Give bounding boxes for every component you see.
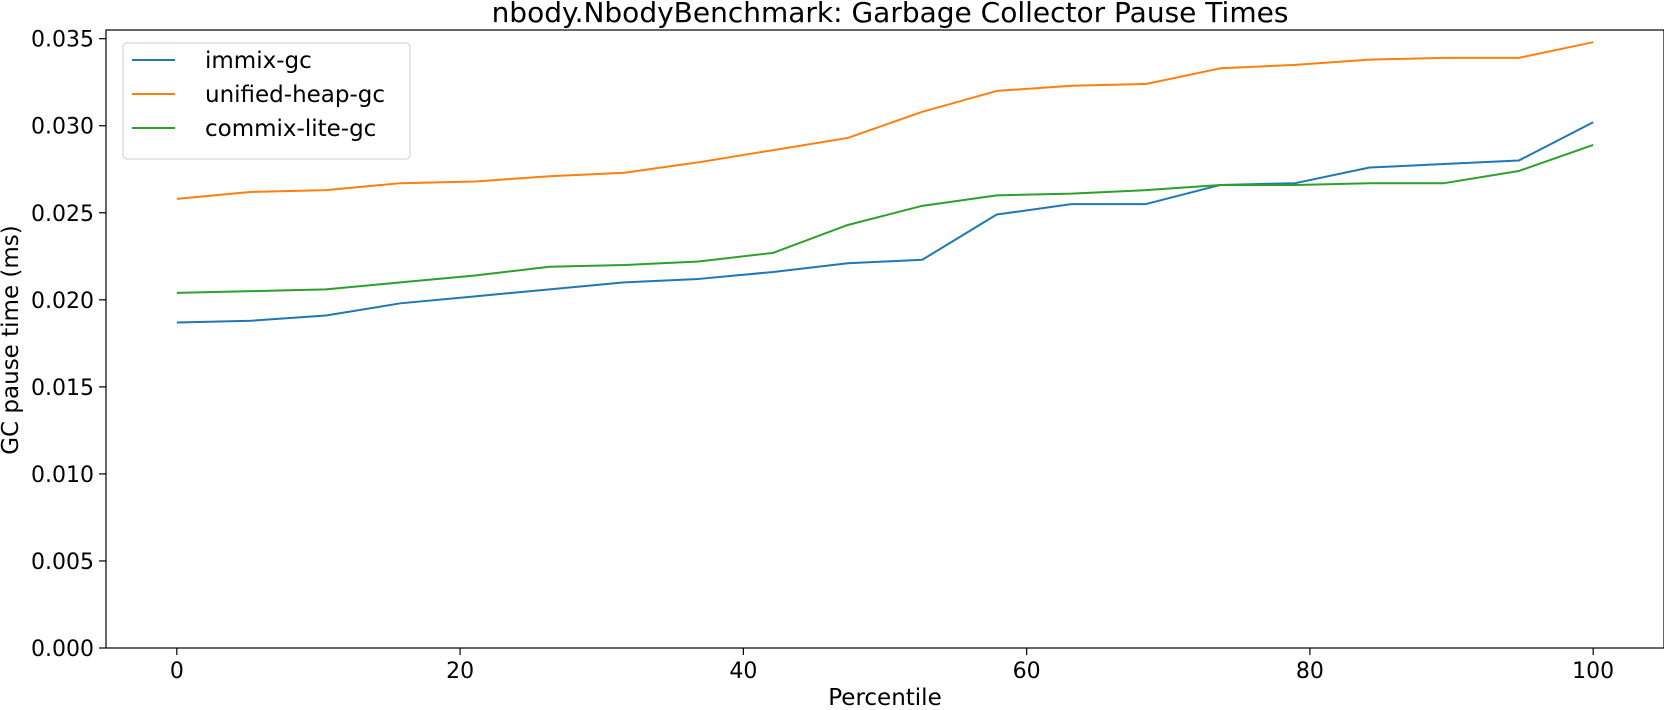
series-layer (176, 41, 1594, 324)
chart-title: nbody.NbodyBenchmark: Garbage Collector … (492, 0, 1289, 29)
x-tick-label: 20 (446, 659, 474, 684)
y-tick-label: 0.035 (31, 28, 94, 53)
series-line-commix-lite-gc (176, 143, 1594, 294)
legend-label-unified-heap-gc: unified-heap-gc (205, 82, 385, 108)
y-tick-label: 0.000 (31, 637, 94, 662)
y-tick-label: 0.025 (31, 202, 94, 227)
x-axis-label: Percentile (828, 685, 941, 710)
x-tick-label: 80 (1296, 659, 1324, 684)
axes-frame (105, 29, 1664, 649)
y-axis-label: GC pause time (ms) (0, 225, 24, 455)
x-axis-ticks: 0 20 40 60 80 100 (170, 648, 1614, 684)
y-axis-ticks: 0.000 0.005 0.010 0.015 0.020 0.025 0.030 0.035 (31, 28, 106, 662)
legend: immix-gc unified-heap-gc commix-lite-gc (122, 42, 411, 160)
legend-items: immix-gc unified-heap-gc commix-lite-gc (132, 48, 385, 142)
x-tick-label: 60 (1013, 659, 1041, 684)
legend-box (122, 42, 411, 160)
y-tick-label: 0.030 (31, 115, 94, 140)
y-tick-label: 0.010 (31, 463, 94, 488)
x-tick-label: 0 (170, 659, 184, 684)
y-tick-label: 0.005 (31, 550, 94, 575)
plot-area (105, 29, 1664, 649)
series-line-immix-gc (176, 121, 1594, 324)
y-tick-label: 0.015 (31, 376, 94, 401)
legend-label-immix-gc: immix-gc (205, 48, 312, 74)
y-tick-label: 0.020 (31, 289, 94, 314)
x-tick-label: 40 (729, 659, 757, 684)
series-line-unified-heap-gc (176, 41, 1594, 200)
x-tick-label: 100 (1572, 659, 1614, 684)
legend-label-commix-lite-gc: commix-lite-gc (205, 116, 376, 142)
